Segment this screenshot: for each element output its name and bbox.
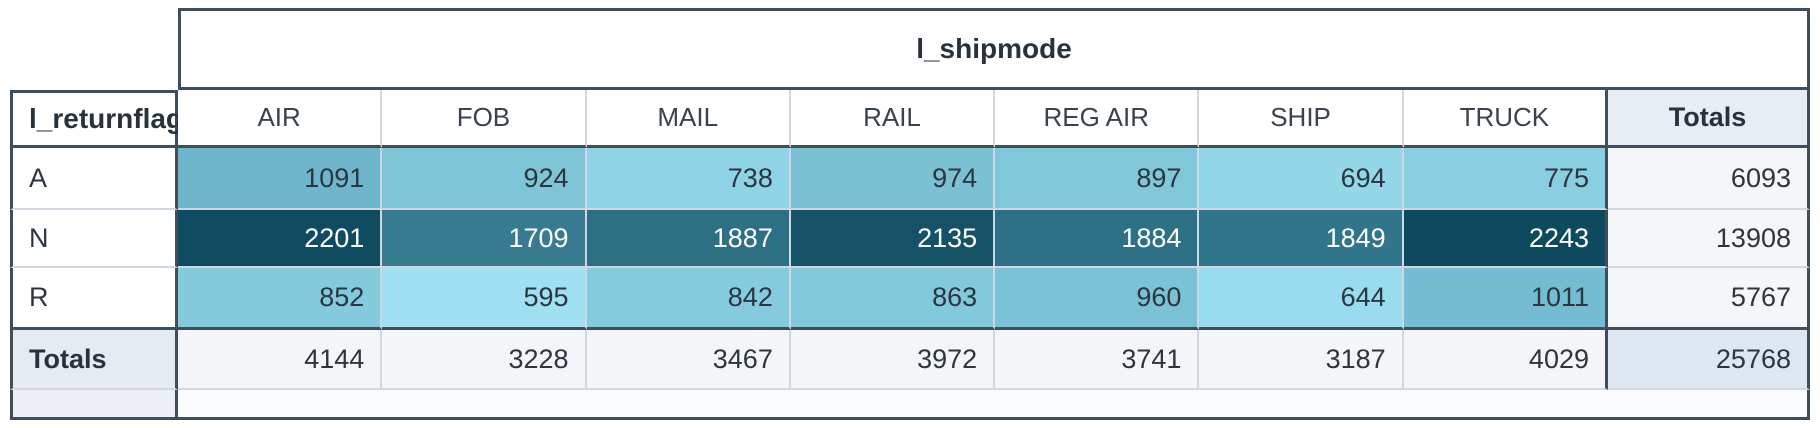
column-total-ship[interactable]: 3187 [1199,330,1404,390]
cell-n-rail[interactable]: 2135 [790,210,996,268]
cell-a-rail[interactable]: 974 [790,148,996,210]
row-label-a[interactable]: A [10,148,178,210]
column-total-air[interactable]: 4144 [178,330,383,390]
grand-total-cell[interactable]: 25768 [1608,330,1810,390]
cell-n-truck[interactable]: 2243 [1403,210,1608,268]
cell-n-fob[interactable]: 1709 [382,210,587,268]
column-header-truck[interactable]: TRUCK [1403,90,1608,148]
column-group-header: l_shipmode [178,8,1810,90]
cell-n-air[interactable]: 2201 [178,210,383,268]
column-header-fob[interactable]: FOB [382,90,587,148]
row-label-r[interactable]: R [10,268,178,330]
column-group-title: l_shipmode [916,33,1072,64]
footer-right-strip [178,390,1810,420]
row-total-a[interactable]: 6093 [1608,148,1810,210]
cell-a-truck[interactable]: 775 [1403,148,1608,210]
column-total-fob[interactable]: 3228 [382,330,587,390]
cell-a-mail[interactable]: 738 [586,148,791,210]
totals-column-header[interactable]: Totals [1608,90,1810,148]
cell-a-fob[interactable]: 924 [382,148,587,210]
column-header-reg-air[interactable]: REG AIR [995,90,1200,148]
column-header-rail[interactable]: RAIL [790,90,996,148]
column-header-air[interactable]: AIR [178,90,383,148]
column-header-mail[interactable]: MAIL [586,90,791,148]
row-label-n[interactable]: N [10,210,178,268]
cell-r-mail[interactable]: 842 [586,268,791,330]
cell-n-ship[interactable]: 1849 [1199,210,1404,268]
column-total-rail[interactable]: 3972 [790,330,996,390]
row-total-n[interactable]: 13908 [1608,210,1810,268]
footer-left-strip [10,390,178,420]
cell-r-air[interactable]: 852 [178,268,383,330]
cell-a-air[interactable]: 1091 [178,148,383,210]
cell-r-fob[interactable]: 595 [382,268,587,330]
row-total-r[interactable]: 5767 [1608,268,1810,330]
column-header-ship[interactable]: SHIP [1199,90,1404,148]
column-total-truck[interactable]: 4029 [1403,330,1608,390]
row-dimension-header: l_returnflag [10,90,183,148]
pivot-table: l_shipmode l_returnflag AIR FOB MAIL RAI… [10,8,1810,420]
cell-n-reg-air[interactable]: 1884 [995,210,1200,268]
column-total-mail[interactable]: 3467 [586,330,791,390]
cell-r-reg-air[interactable]: 960 [995,268,1200,330]
totals-row-label: Totals [10,330,178,390]
cell-n-mail[interactable]: 1887 [586,210,791,268]
cell-r-rail[interactable]: 863 [790,268,996,330]
cell-a-ship[interactable]: 694 [1199,148,1404,210]
corner-spacer [10,8,178,90]
cell-a-reg-air[interactable]: 897 [995,148,1200,210]
column-total-reg-air[interactable]: 3741 [995,330,1200,390]
cell-r-ship[interactable]: 644 [1199,268,1404,330]
cell-r-truck[interactable]: 1011 [1403,268,1608,330]
